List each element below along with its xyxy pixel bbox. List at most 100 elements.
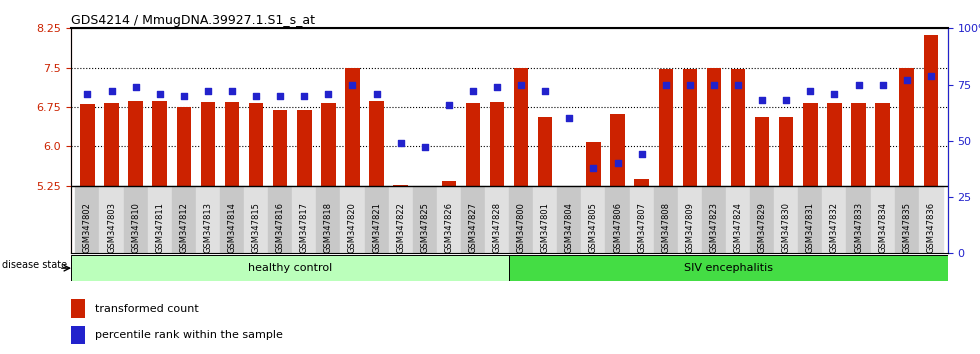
Bar	[659, 69, 673, 186]
Bar	[71, 255, 510, 281]
Text: GSM347811: GSM347811	[155, 202, 165, 253]
Text: GSM347832: GSM347832	[830, 201, 839, 253]
Point	[368, 91, 384, 96]
Text: GSM347823: GSM347823	[710, 201, 718, 253]
Text: GSM347817: GSM347817	[300, 201, 309, 253]
Bar	[702, 186, 726, 253]
Bar	[707, 68, 721, 186]
Bar	[799, 186, 822, 253]
Point	[441, 102, 457, 108]
Bar	[317, 186, 340, 253]
Text: GSM347812: GSM347812	[179, 202, 188, 253]
Bar	[75, 186, 100, 253]
Point	[755, 97, 770, 103]
Point	[176, 93, 192, 99]
Bar	[128, 101, 143, 186]
Bar	[466, 103, 480, 186]
Bar	[581, 186, 606, 253]
Text: GSM347829: GSM347829	[758, 202, 766, 253]
Point	[826, 91, 842, 96]
Bar	[923, 35, 938, 186]
Bar	[895, 186, 918, 253]
Bar	[900, 68, 914, 186]
Point	[320, 91, 336, 96]
Text: GSM347831: GSM347831	[806, 201, 814, 253]
Bar	[852, 103, 865, 186]
Bar	[369, 101, 384, 186]
Text: percentile rank within the sample: percentile rank within the sample	[95, 330, 283, 340]
Bar	[71, 299, 85, 318]
Text: GSM347800: GSM347800	[516, 202, 525, 253]
Bar	[365, 186, 389, 253]
Bar	[678, 186, 702, 253]
Bar	[201, 102, 216, 186]
Bar	[918, 186, 943, 253]
Bar	[297, 110, 312, 186]
Bar	[172, 186, 196, 253]
Bar	[514, 68, 528, 186]
Bar	[345, 68, 360, 186]
Bar	[606, 186, 629, 253]
Text: GSM347808: GSM347808	[662, 201, 670, 253]
Text: GSM347828: GSM347828	[493, 201, 502, 253]
Point	[610, 160, 625, 166]
Point	[899, 77, 914, 83]
Text: GSM347827: GSM347827	[468, 201, 477, 253]
Bar	[750, 186, 774, 253]
Point	[272, 93, 288, 99]
Bar	[321, 103, 335, 186]
Point	[682, 82, 698, 87]
Text: GSM347815: GSM347815	[252, 202, 261, 253]
Point	[803, 88, 818, 94]
Bar	[875, 103, 890, 186]
Text: transformed count: transformed count	[95, 304, 199, 314]
Bar	[148, 186, 171, 253]
Point	[658, 82, 673, 87]
Point	[248, 93, 264, 99]
Text: healthy control: healthy control	[248, 263, 332, 273]
Point	[79, 91, 95, 96]
Bar	[437, 186, 461, 253]
Text: GSM347801: GSM347801	[541, 202, 550, 253]
Text: GSM347813: GSM347813	[204, 201, 213, 253]
Text: GSM347810: GSM347810	[131, 202, 140, 253]
Point	[345, 82, 361, 87]
Bar	[683, 69, 697, 186]
Text: GSM347836: GSM347836	[926, 201, 935, 253]
Bar	[153, 101, 167, 186]
Text: GSM347809: GSM347809	[685, 202, 695, 253]
Bar	[71, 326, 85, 344]
Point	[104, 88, 120, 94]
Text: GSM347826: GSM347826	[444, 201, 454, 253]
Point	[875, 82, 891, 87]
Point	[851, 82, 866, 87]
Bar	[80, 104, 95, 186]
Bar	[273, 110, 287, 186]
Text: GSM347803: GSM347803	[107, 201, 116, 253]
Point	[200, 88, 216, 94]
Bar	[731, 69, 745, 186]
Point	[466, 88, 481, 94]
Bar	[485, 186, 510, 253]
Point	[730, 82, 746, 87]
Bar	[847, 186, 870, 253]
Text: SIV encephalitis: SIV encephalitis	[684, 263, 773, 273]
Bar	[533, 186, 558, 253]
Bar	[774, 186, 799, 253]
Bar	[779, 118, 794, 186]
Text: GSM347824: GSM347824	[733, 202, 743, 253]
Bar	[100, 186, 123, 253]
Text: GSM347833: GSM347833	[854, 201, 863, 253]
Bar	[726, 186, 750, 253]
Bar	[510, 186, 533, 253]
Bar	[629, 186, 654, 253]
Bar	[389, 186, 413, 253]
Point	[634, 152, 650, 157]
Bar	[827, 103, 842, 186]
Text: GSM347821: GSM347821	[372, 202, 381, 253]
Bar	[269, 186, 292, 253]
Point	[297, 93, 313, 99]
Bar	[220, 186, 244, 253]
Point	[152, 91, 168, 96]
Point	[778, 97, 794, 103]
